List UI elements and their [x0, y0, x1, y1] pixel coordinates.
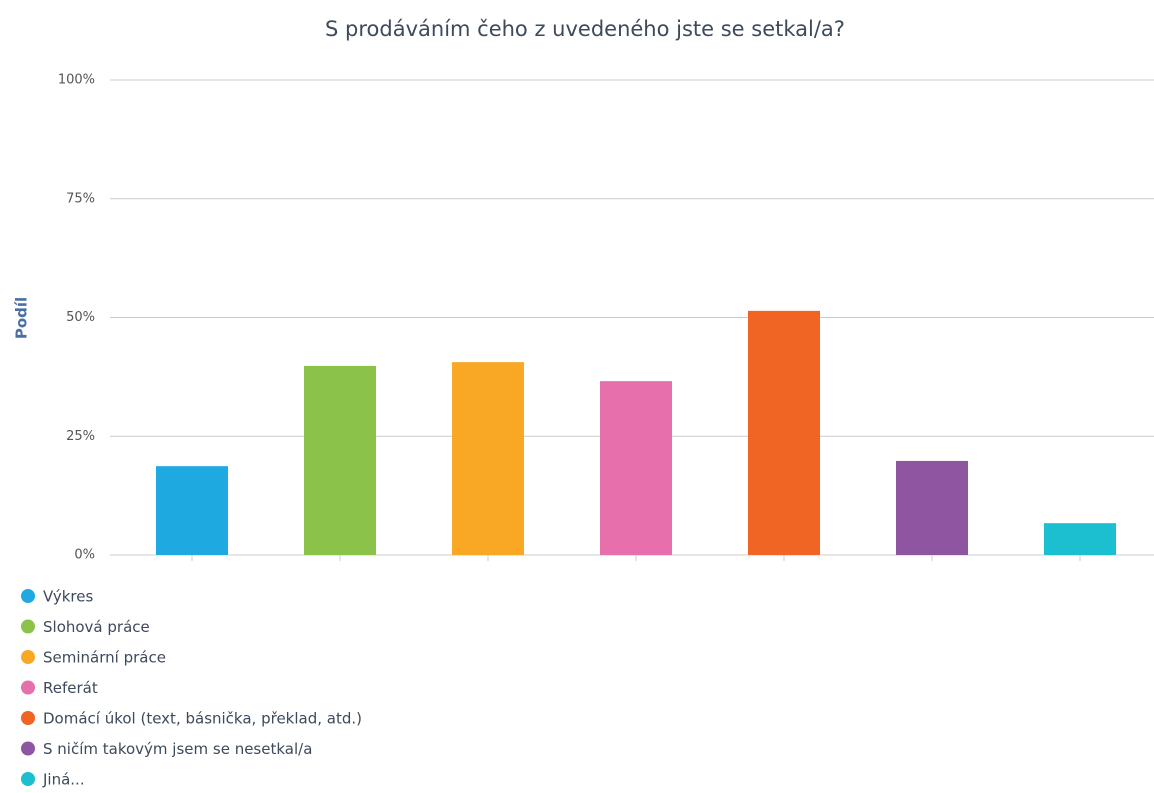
- legend-marker: [21, 619, 35, 634]
- y-tick-label: 0%: [74, 548, 95, 563]
- legend-label: Jiná...: [42, 771, 85, 789]
- chart-title: S prodáváním čeho z uvedeného jste se se…: [325, 17, 845, 41]
- y-tick-label: 100%: [58, 73, 95, 88]
- legend-label: S ničím takovým jsem se nesetkal/a: [43, 740, 312, 758]
- legend-label: Domácí úkol (text, básnička, překlad, at…: [43, 710, 362, 728]
- y-axis-label: Podíl: [13, 297, 31, 339]
- legend-marker: [21, 650, 35, 664]
- legend-label: Seminární práce: [43, 649, 166, 667]
- y-tick-label: 25%: [66, 429, 95, 444]
- y-tick-label: 75%: [66, 191, 95, 206]
- bar: [748, 310, 820, 555]
- legend-label: Referát: [43, 679, 98, 697]
- legend-marker: [21, 741, 35, 756]
- legend-marker: [21, 711, 35, 725]
- legend-label: Slohová práce: [43, 618, 150, 636]
- bar: [896, 460, 968, 555]
- bar: [600, 381, 672, 555]
- legend-marker: [21, 680, 35, 695]
- legend-label: Výkres: [43, 588, 93, 606]
- bar: [452, 362, 524, 555]
- y-tick-label: 50%: [66, 310, 95, 325]
- legend-marker: [21, 772, 35, 786]
- bar: [304, 365, 376, 555]
- legend-marker: [21, 589, 35, 603]
- bar: [1044, 523, 1116, 555]
- bar: [156, 466, 228, 555]
